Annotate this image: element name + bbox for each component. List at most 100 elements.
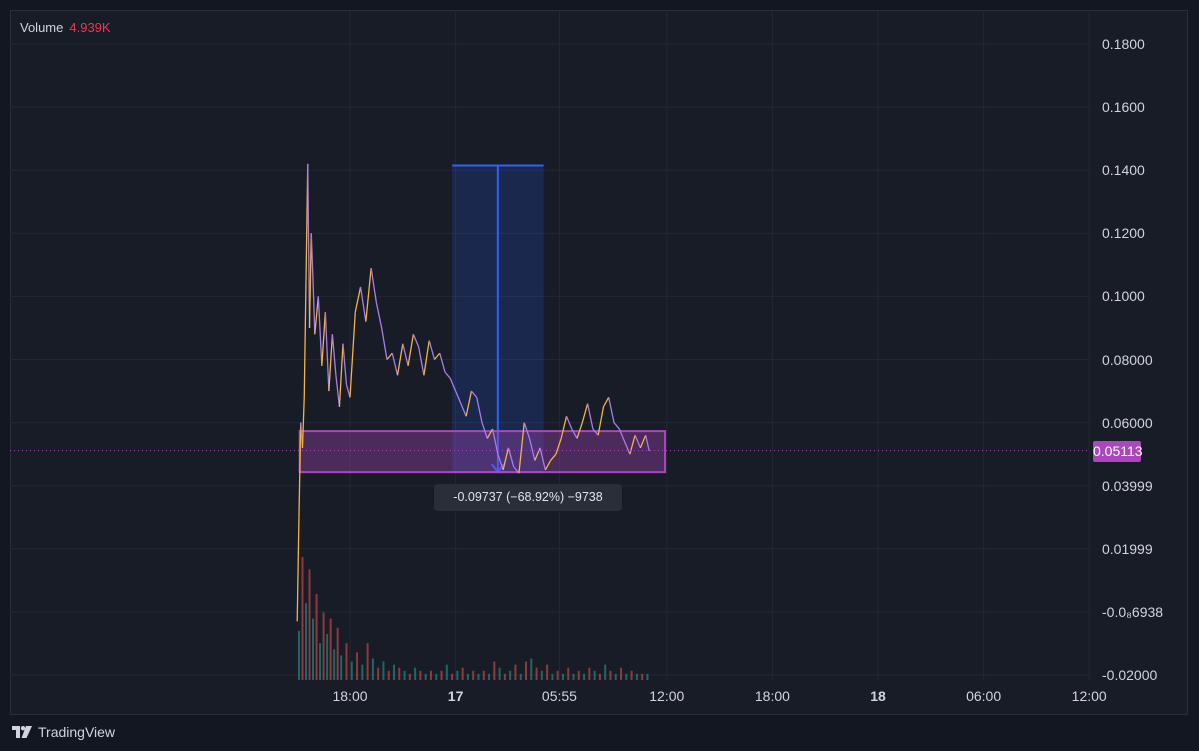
volume-bar [561, 673, 564, 680]
price-line-segment [534, 447, 541, 461]
volume-bar [620, 667, 623, 680]
price-line-segment [486, 428, 494, 439]
price-tick-label: -0.0₈6938 [1102, 603, 1164, 620]
volume-bar [530, 658, 533, 680]
tradingview-brand[interactable]: TradingView [12, 724, 115, 740]
volume-bar [387, 670, 390, 680]
grid-lines [10, 10, 1090, 680]
volume-bar [646, 673, 649, 680]
volume-legend[interactable]: Volume 4.939K [20, 20, 111, 35]
price-line-segment [412, 334, 420, 348]
volume-bar [551, 673, 554, 680]
price-tick-label: 0.08000 [1102, 351, 1153, 368]
volume-bar [356, 652, 359, 680]
volume-bar [609, 670, 612, 680]
volume-bar [503, 673, 506, 680]
volume-bar [488, 673, 491, 680]
price-line-segment [349, 312, 356, 398]
measure-tool[interactable] [452, 164, 544, 474]
price-line-segment [439, 353, 446, 373]
price-line-segment [507, 447, 515, 467]
time-tick-label: 18:00 [332, 688, 368, 704]
price-tick-label: -0.02000 [1102, 667, 1158, 683]
price-line-segment [381, 327, 388, 360]
price-line-segment [528, 438, 536, 461]
price-tick-label: 0.1000 [1102, 288, 1145, 305]
price-line-segment [592, 428, 599, 436]
volume-bar [451, 673, 454, 680]
price-line-segment [513, 466, 520, 474]
time-tick-label: 17 [447, 688, 464, 704]
price-line-segment [375, 302, 383, 329]
volume-value: 4.939K [69, 20, 111, 35]
price-line-segment [407, 334, 415, 366]
price-line-segment [298, 422, 302, 518]
volume-bar [461, 667, 464, 680]
time-tick-label: 18:00 [754, 688, 790, 704]
volume-bar [577, 670, 580, 680]
volume-bar [466, 673, 469, 680]
price-line-segment [550, 453, 557, 461]
price-line-segment [314, 296, 319, 335]
volume-bar [630, 670, 633, 680]
price-line-segment [465, 390, 473, 417]
price-line-segment [581, 403, 589, 423]
rectangle-drawing[interactable] [298, 430, 667, 474]
price-tick-label: 0.1600 [1102, 99, 1145, 116]
price-line-segment [518, 422, 525, 474]
volume-bar [614, 673, 617, 680]
volume-bar [567, 667, 570, 680]
price-line-segment [481, 422, 488, 439]
volume-bar [498, 667, 501, 680]
volume-bar [333, 649, 336, 680]
volume-bar [519, 673, 522, 680]
price-line-segment [455, 390, 462, 404]
price-line-segment [523, 422, 531, 439]
time-tick-label: 18 [870, 688, 886, 704]
rectangle-zone [298, 430, 667, 474]
volume-bar [308, 569, 311, 680]
price-line-segment [544, 460, 552, 471]
price-line-segment [396, 343, 404, 376]
price-line-segment [342, 343, 348, 385]
price-line-segment [449, 378, 457, 392]
price-line-segment [476, 397, 483, 423]
price-line-segment [317, 296, 323, 366]
chart-frame[interactable] [10, 10, 1188, 715]
volume-bar [366, 643, 369, 680]
volume-bar [350, 661, 353, 680]
price-line-segment [433, 352, 441, 360]
volume-bar [604, 664, 607, 680]
volume-bar [297, 630, 300, 680]
price-line-segment [370, 267, 378, 303]
volume-bar [593, 670, 596, 680]
price-line-segment [623, 441, 631, 455]
volume-bar [414, 667, 417, 680]
price-line-segment [423, 340, 430, 376]
volume-bar [326, 633, 329, 680]
volume-bar [635, 673, 638, 680]
volume-bar [556, 670, 559, 680]
price-line-segment [602, 397, 610, 408]
volume-bar [641, 673, 644, 680]
volume-bar [393, 664, 395, 680]
volume-label: Volume [20, 20, 64, 35]
price-line-segment [571, 428, 578, 439]
volume-bar [336, 627, 339, 680]
volume-bar [514, 664, 517, 680]
price-line-segment [491, 428, 499, 455]
price-tick-label: 0.01999 [1102, 540, 1153, 557]
price-line-segment [597, 406, 605, 436]
volume-bar [424, 673, 427, 680]
volume-bar [477, 673, 480, 680]
price-line-segment [312, 280, 316, 335]
price-line-segment [365, 267, 372, 322]
price-line-segment [608, 397, 615, 423]
measure-result-label: -0.09737 (−68.92%) −9738 [434, 484, 622, 511]
volume-bars [297, 557, 649, 680]
price-line-segment [639, 434, 647, 449]
volume-bar [377, 667, 380, 680]
price-line-segment [618, 428, 626, 442]
price-line-segment [613, 422, 620, 430]
